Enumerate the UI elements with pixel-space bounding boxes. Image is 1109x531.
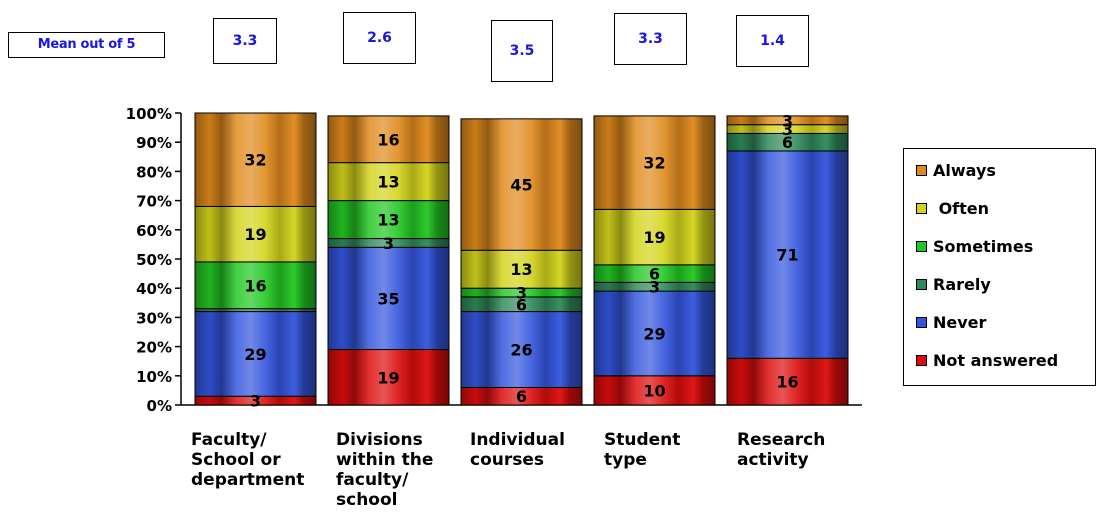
bar-data-label: 29 [643,324,665,343]
bar-data-label: 19 [643,228,665,247]
y-tick-label: 50% [136,251,172,269]
y-tick-label: 100% [126,105,172,123]
mean-value: 2.6 [343,12,416,64]
mean-value: 3.5 [491,20,553,82]
y-tick-label: 20% [136,339,172,357]
bars [194,112,849,406]
bar-data-label: 71 [776,246,798,265]
bar-data-label: 6 [649,265,660,284]
bar-data-label: 35 [377,289,399,308]
bar-data-label: 3 [782,120,793,139]
category-label: Individual courses [470,430,565,470]
bar-data-label: 32 [643,154,665,173]
mean-value: 1.4 [736,15,809,67]
bar-data-label: 19 [244,225,266,244]
legend-label: Always [933,160,996,180]
legend: Always Often Sometimes Rarely Never Not answ… [903,148,1096,386]
bar-data-label: 6 [782,133,793,152]
bar-data-label: 3 [782,111,793,130]
mean-label: Mean out of 5 [8,32,165,58]
legend-label: Sometimes [933,236,1034,256]
legend-item: Sometimes [916,235,1033,257]
bar-segment [726,150,849,359]
bar-data-label: 16 [244,276,266,295]
y-tick-label: 40% [136,280,172,298]
bar-segment [726,357,849,406]
bar-segment [194,261,317,310]
bar-segment [593,375,716,406]
bar-data-label: 26 [510,341,532,360]
bar-segment [593,290,716,377]
bar-data-label: 3 [649,278,660,297]
category-label: Divisions within the faculty/ school [336,430,434,510]
bar-segment [327,246,450,351]
bar-data-label: 3 [516,284,527,303]
legend-label: Rarely [933,274,991,294]
bar-segment [194,311,317,397]
bar-data-label: 19 [377,368,399,387]
legend-swatch [916,202,927,214]
legend-swatch [916,240,927,252]
legend-item: Often [916,197,989,219]
bar-data-label: 13 [377,211,399,230]
y-tick-label: 80% [136,163,172,181]
bar-data-label: 16 [776,373,798,392]
legend-item: Never [916,311,986,333]
y-tick-label: 30% [136,309,172,327]
mean-value: 3.3 [213,18,277,64]
bar-data-label: 13 [377,173,399,192]
y-tick-label: 90% [136,134,172,152]
y-tick-label: 10% [136,368,172,386]
legend-label: Often [933,198,990,218]
y-tick-label: 0% [147,397,172,415]
legend-item: Not answered [916,349,1058,371]
bar-segment [593,115,716,210]
bar-segment [593,208,716,266]
legend-swatch [916,354,927,366]
bar-segment [726,115,849,126]
data-labels: 3291619321935313131662663134510293619321… [244,111,798,410]
bar-data-label: 45 [510,176,532,195]
legend-item: Always [916,159,996,181]
mean-value: 3.3 [614,13,687,65]
bar-segment [460,249,583,289]
bar-data-label: 3 [250,392,261,411]
category-label: Faculty/ School or department [191,430,305,490]
legend-label: Not answered [933,350,1059,370]
bar-segment [194,205,317,263]
legend-label: Never [933,312,987,332]
bar-data-label: 6 [516,295,527,314]
category-label: Student type [604,430,681,470]
bar-data-label: 16 [377,130,399,149]
bar-segment [327,115,450,164]
y-tick-label: 60% [136,222,172,240]
bar-segment [460,311,583,388]
legend-swatch [916,164,927,176]
bar-data-label: 3 [383,234,394,253]
y-tick-label: 70% [136,193,172,211]
bar-segment [460,118,583,251]
legend-item: Rarely [916,273,991,295]
bar-data-label: 6 [516,387,527,406]
bar-data-label: 29 [244,345,266,364]
bar-data-label: 10 [643,381,665,400]
bar-segment [327,162,450,202]
legend-swatch [916,316,927,328]
bar-segment [194,112,317,207]
bar-data-label: 13 [510,260,532,279]
bar-data-label: 32 [244,151,266,170]
legend-swatch [916,278,927,290]
category-label: Research activity [737,430,826,470]
